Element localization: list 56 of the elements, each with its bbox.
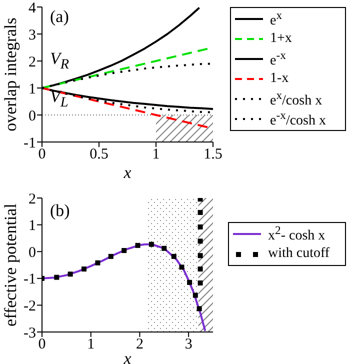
x-tick-label: 0.5 xyxy=(90,146,108,163)
legend-label: e$^{-x}$/cosh x xyxy=(270,108,326,130)
legend-label: x$^{2}$- cosh x xyxy=(268,223,326,245)
point xyxy=(196,306,202,312)
point xyxy=(198,224,203,230)
y-tick-label: 4 xyxy=(28,0,36,16)
x-axis-title: x xyxy=(122,163,132,182)
x-tick-label: 3 xyxy=(184,336,192,353)
annotation: (b) xyxy=(50,201,70,220)
point xyxy=(192,292,198,298)
y-tick-label: 1 xyxy=(28,81,36,98)
point xyxy=(179,264,184,270)
legend-label: e$^{x}$ xyxy=(270,8,282,30)
x-tick-label: 1 xyxy=(152,146,160,163)
point xyxy=(198,266,203,272)
legend-label: 1+x xyxy=(270,31,292,47)
point xyxy=(95,260,100,266)
x-tick-label: 1.5 xyxy=(204,146,222,163)
point xyxy=(122,248,127,254)
y-tick-label: 0 xyxy=(28,244,36,261)
x-tick-label: 1 xyxy=(87,336,95,353)
point xyxy=(198,253,203,258)
annotation: V$_{L}$ xyxy=(50,87,68,112)
y-tick-label: 1 xyxy=(28,218,36,234)
point xyxy=(82,266,87,272)
y-tick-label: 0 xyxy=(28,108,36,124)
point xyxy=(198,198,203,202)
legend-label: e$^{-x}$ xyxy=(270,48,286,70)
point xyxy=(135,242,140,248)
legend-label: 1-x xyxy=(270,71,289,87)
point xyxy=(198,238,203,244)
point xyxy=(54,274,60,280)
annotation: (a) xyxy=(50,7,69,26)
legend-label: e$^{x}$/cosh x xyxy=(270,88,322,110)
point xyxy=(171,254,176,259)
line-series xyxy=(42,243,206,332)
y-tick-label: -2 xyxy=(24,298,36,315)
y-tick-label: 2 xyxy=(28,191,36,208)
y-axis-title: effective potential xyxy=(0,203,20,326)
point xyxy=(108,254,114,259)
point xyxy=(198,210,203,215)
x-axis-title: x xyxy=(122,349,132,364)
y-axis-title: overlap integrals xyxy=(0,18,20,132)
y-tick-label: 2 xyxy=(28,54,36,70)
point xyxy=(187,280,192,285)
y-tick-label: 3 xyxy=(28,27,36,44)
point xyxy=(198,280,203,286)
point xyxy=(68,272,73,277)
point xyxy=(148,242,154,247)
legend-label: with cutoff xyxy=(268,246,330,262)
y-tick-label: -3 xyxy=(24,325,36,342)
annotation: V$_{R}$ xyxy=(50,49,70,74)
y-tick-label: -1 xyxy=(24,272,36,288)
point xyxy=(162,246,167,251)
y-tick-label: -1 xyxy=(24,135,36,152)
x-tick-label: 2 xyxy=(136,336,144,353)
